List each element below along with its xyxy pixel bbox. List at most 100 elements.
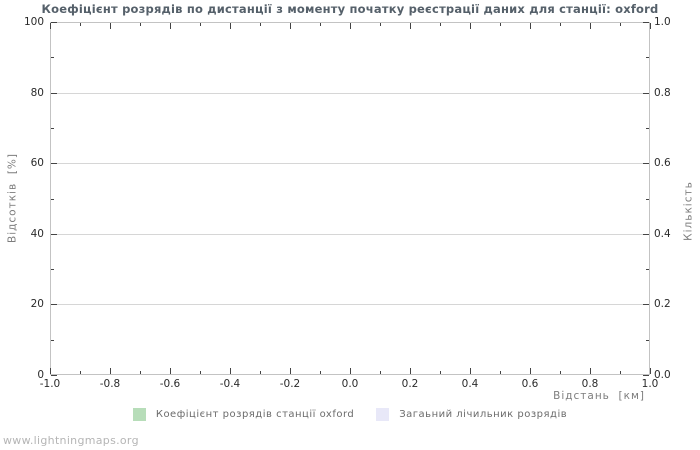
gridline — [51, 233, 649, 235]
y2-axis-label: Кількість — [682, 181, 695, 241]
plot-area — [50, 22, 651, 376]
x-tick-mark — [440, 23, 441, 26]
x-tick-label: -1.0 — [39, 378, 61, 390]
y-tick-mark — [51, 375, 57, 376]
x-tick-mark — [290, 23, 291, 29]
x-tick-mark — [200, 371, 201, 374]
x-tick-mark — [500, 23, 501, 26]
x-tick-mark — [620, 23, 621, 26]
y2-tick-label: 0.4 — [654, 227, 671, 240]
y2-tick-label: 0.8 — [654, 86, 671, 99]
y-tick-mark — [643, 375, 649, 376]
x-tick-mark — [230, 368, 231, 374]
x-tick-mark — [470, 368, 471, 374]
y-tick-mark — [643, 163, 649, 165]
x-tick-mark — [170, 368, 171, 374]
x-tick-mark — [590, 368, 591, 374]
y-tick-label: 40 — [30, 227, 44, 240]
x-tick-label: -0.8 — [99, 378, 121, 390]
y2-tick-label: 0.6 — [654, 157, 671, 170]
y-tick-label: 60 — [30, 157, 44, 170]
y-axis-label: Відсотків [%] — [6, 153, 19, 243]
x-tick-mark — [50, 368, 51, 374]
x-tick-label: -0.4 — [219, 378, 241, 390]
x-tick-mark — [80, 371, 81, 374]
y-tick-mark — [51, 304, 57, 306]
gridline — [51, 304, 649, 306]
legend-item-label: Коефіцієнт розрядів станції oxford — [155, 409, 355, 420]
x-tick-mark — [530, 23, 531, 29]
x-tick-mark — [440, 371, 441, 374]
x-tick-mark — [110, 23, 111, 29]
x-tick-mark — [560, 23, 561, 26]
y-tick-mark — [646, 127, 649, 129]
y2-tick-label: 0.0 — [654, 369, 671, 381]
y-tick-label: 80 — [30, 86, 44, 99]
y-tick-label: 0 — [37, 369, 44, 381]
x-tick-mark — [410, 23, 411, 29]
x-tick-mark — [530, 368, 531, 374]
x-tick-mark — [230, 23, 231, 29]
x-tick-mark — [650, 23, 651, 29]
gridline — [51, 92, 649, 94]
x-tick-mark — [200, 23, 201, 26]
x-tick-mark — [320, 371, 321, 374]
watermark-link[interactable]: www.lightningmaps.org — [3, 434, 139, 447]
station-ratio-swatch — [132, 408, 146, 421]
y-tick-mark — [51, 198, 54, 200]
y-tick-mark — [646, 269, 649, 271]
y-tick-mark — [51, 127, 54, 129]
y-tick-mark — [51, 233, 57, 235]
y-tick-mark — [643, 92, 649, 94]
y-tick-mark — [643, 304, 649, 306]
x-tick-mark — [80, 23, 81, 26]
legend: Коефіцієнт розрядів станції oxford Загаь… — [0, 408, 700, 421]
x-tick-mark — [320, 23, 321, 26]
legend-item-label: Загаьний лічильник розрядів — [399, 409, 568, 420]
y-tick-mark — [51, 92, 57, 94]
y-tick-mark — [51, 339, 54, 341]
x-tick-mark — [470, 23, 471, 29]
y-tick-mark — [643, 233, 649, 235]
x-tick-label: 0.2 — [401, 378, 419, 390]
x-tick-mark — [290, 368, 291, 374]
x-tick-mark — [560, 371, 561, 374]
x-tick-label: -0.6 — [159, 378, 181, 390]
y-tick-mark — [51, 269, 54, 271]
y2-tick-label: 0.2 — [654, 298, 671, 311]
y2-tick-label: 1.0 — [654, 16, 671, 28]
x-tick-label: -0.2 — [279, 378, 301, 390]
x-tick-mark — [140, 371, 141, 374]
y-tick-mark — [646, 57, 649, 59]
total-counter-swatch — [376, 408, 390, 421]
x-axis-label: Відстань [км] — [553, 390, 645, 402]
x-tick-mark — [410, 368, 411, 374]
chart-title: Коефіцієнт розрядів по дистанції з момен… — [41, 2, 659, 16]
y-tick-mark — [51, 22, 57, 23]
x-tick-mark — [50, 23, 51, 29]
x-tick-label: 0.8 — [581, 378, 599, 390]
y-tick-mark — [646, 339, 649, 341]
x-tick-mark — [140, 23, 141, 26]
x-tick-label: 1.0 — [641, 378, 659, 390]
legend-item-total-counter: Загаьний лічильник розрядів — [376, 408, 567, 421]
y-tick-label: 100 — [23, 16, 44, 28]
x-tick-mark — [170, 23, 171, 29]
x-tick-mark — [620, 371, 621, 374]
x-tick-mark — [650, 368, 651, 374]
x-tick-mark — [110, 368, 111, 374]
y-tick-mark — [51, 57, 54, 59]
x-tick-mark — [260, 23, 261, 26]
x-tick-label: 0.4 — [461, 378, 479, 390]
y-tick-mark — [51, 163, 57, 165]
y-tick-mark — [646, 198, 649, 200]
gridline — [51, 163, 649, 165]
x-tick-mark — [350, 368, 351, 374]
x-tick-label: 0.0 — [341, 378, 359, 390]
x-tick-mark — [380, 23, 381, 26]
x-tick-mark — [380, 371, 381, 374]
x-tick-mark — [260, 371, 261, 374]
legend-item-station-ratio: Коефіцієнт розрядів станції oxford — [132, 408, 355, 421]
x-tick-label: 0.6 — [521, 378, 539, 390]
